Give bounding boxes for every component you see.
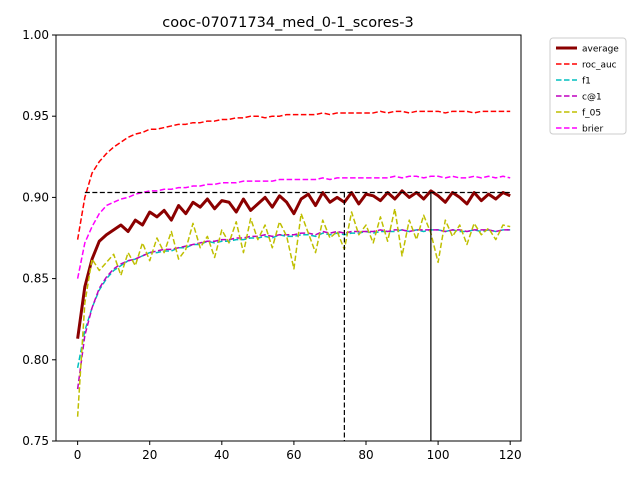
- y-tick-label: 0.80: [22, 353, 49, 367]
- series-line-roc-auc: [76, 110, 511, 240]
- series-layer: [76, 110, 511, 417]
- series-line-average: [76, 189, 511, 339]
- legend-frame: [549, 37, 627, 135]
- plot-frame: [55, 34, 522, 442]
- series-line-brier: [76, 175, 511, 279]
- reference-lines: [84, 191, 511, 441]
- legend-label-brier: brier: [582, 125, 603, 135]
- x-tick-label: 100: [427, 448, 450, 462]
- legend-label-c-1: c@1: [582, 93, 602, 103]
- y-tick-label: 0.75: [22, 434, 49, 448]
- x-tick-label: 0: [74, 448, 82, 462]
- legend-label-roc-auc: roc_auc: [582, 61, 617, 71]
- series-line-c-1: [76, 229, 511, 390]
- legend-label-f-05: f_05: [582, 109, 601, 119]
- x-tick-label: 60: [286, 448, 301, 462]
- y-tick-label: 1.00: [22, 28, 49, 42]
- x-tick-label: 40: [214, 448, 229, 462]
- y-axis-ticks: 0.75 0.80 0.85 0.90 0.95 1.00: [22, 28, 56, 448]
- legend-label-f1: f1: [582, 77, 591, 87]
- legend-label-average: average: [582, 45, 619, 55]
- y-tick-label: 0.85: [22, 272, 49, 286]
- x-axis-ticks: 0 20 40 60 80 100 120: [74, 441, 522, 462]
- x-tick-label: 20: [142, 448, 157, 462]
- y-tick-label: 0.95: [22, 109, 49, 123]
- x-tick-label: 80: [358, 448, 373, 462]
- x-tick-label: 120: [499, 448, 522, 462]
- chart-title: cooc-07071734_med_0-1_scores-3: [162, 15, 413, 31]
- series-line-f-05: [76, 208, 511, 417]
- y-tick-label: 0.90: [22, 190, 49, 204]
